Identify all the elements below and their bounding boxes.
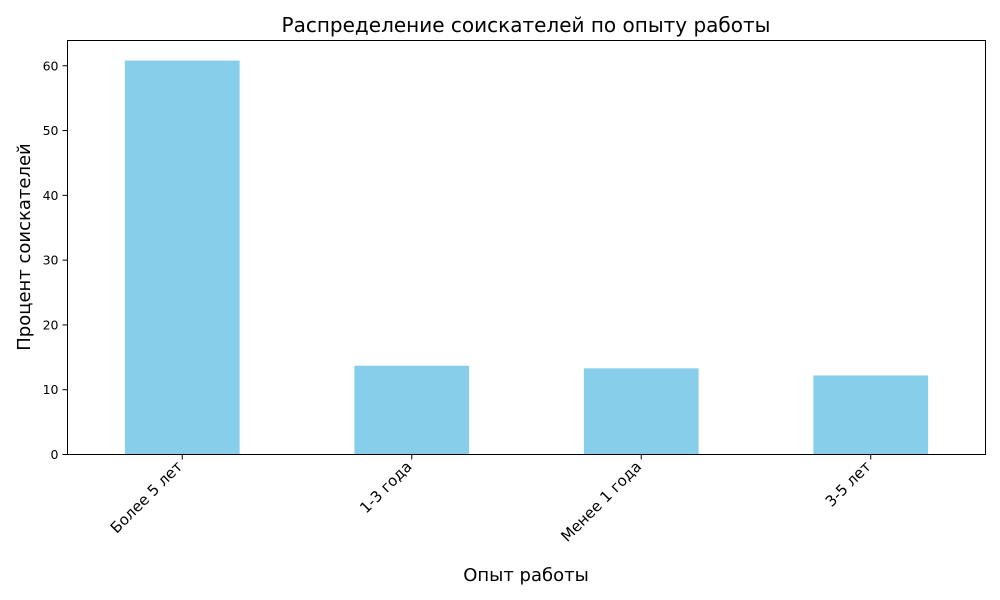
bar-4 <box>813 375 929 455</box>
y-tick-label: 30 <box>43 253 59 268</box>
y-tick-label: 20 <box>43 317 59 332</box>
bar-2 <box>354 365 470 455</box>
y-tick-label: 50 <box>43 123 59 138</box>
y-tick-label: 60 <box>43 58 59 73</box>
y-tick-label: 0 <box>51 447 59 462</box>
bar-1 <box>124 60 240 455</box>
x-axis-label: Опыт работы <box>463 565 589 586</box>
chart-title: Распределение соискателей по опыту работ… <box>282 13 771 37</box>
bar-3 <box>583 368 699 455</box>
y-tick-label: 10 <box>43 382 59 397</box>
bars-group <box>124 60 929 455</box>
plot-frame <box>67 40 986 455</box>
y-axis-ticks: 0 10 20 30 40 50 60 <box>43 58 68 462</box>
y-tick-label: 40 <box>43 188 59 203</box>
y-axis-label: Процент соискателей <box>14 143 35 351</box>
